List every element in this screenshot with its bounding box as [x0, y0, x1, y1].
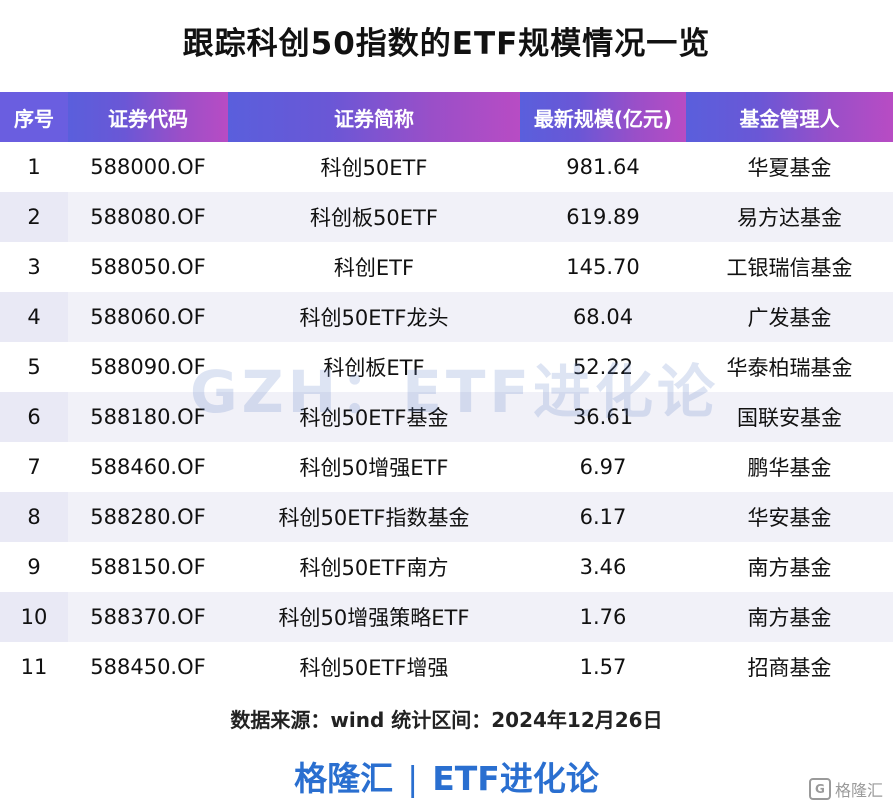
- cell-size: 1.57: [579, 655, 627, 679]
- table-row: 3 588050.OF 科创ETF 145.70 工银瑞信基金: [0, 242, 893, 292]
- cell-no: 7: [27, 455, 41, 479]
- cell-size: 68.04: [520, 292, 686, 342]
- cell-name: 科创50ETF龙头: [228, 292, 520, 342]
- gelonghui-logo-icon: G: [808, 778, 831, 800]
- cell-no: 9: [27, 555, 41, 579]
- cell-size: 52.22: [572, 355, 634, 379]
- corner-logo: G 格隆汇: [808, 777, 883, 801]
- cell-no: 5: [27, 355, 41, 379]
- cell-manager: 国联安基金: [686, 392, 893, 442]
- brand-account: ETF进化论: [432, 759, 599, 798]
- cell-manager: 南方基金: [747, 556, 832, 580]
- cell-no: 1: [27, 155, 41, 179]
- cell-name: 科创50ETF增强: [299, 656, 449, 680]
- corner-logo-text: 格隆汇: [834, 781, 883, 800]
- data-source-note: 数据来源：wind 统计区间：2024年12月26日: [230, 708, 663, 732]
- table-row: 1 588000.OF 科创50ETF 981.64 华夏基金: [0, 142, 893, 192]
- cell-manager: 华夏基金: [747, 156, 832, 180]
- cell-manager: 鹏华基金: [747, 456, 832, 480]
- cell-manager: 华安基金: [686, 492, 893, 542]
- cell-no: 2: [0, 192, 68, 242]
- cell-code: 588000.OF: [90, 155, 206, 179]
- table-row: 6 588180.OF 科创50ETF基金 36.61 国联安基金: [0, 392, 893, 442]
- table-row: 11 588450.OF 科创50ETF增强 1.57 招商基金: [0, 642, 893, 692]
- cell-manager: 工银瑞信基金: [726, 256, 853, 280]
- cell-name: 科创板50ETF: [228, 192, 520, 242]
- brand-name: 格隆汇: [294, 759, 394, 798]
- table-row: 5 588090.OF 科创板ETF 52.22 华泰柏瑞基金: [0, 342, 893, 392]
- cell-no: 8: [0, 492, 68, 542]
- cell-name: 科创50ETF指数基金: [228, 492, 520, 542]
- header-size: 最新规模(亿元): [520, 92, 686, 142]
- brand-separator: |: [407, 759, 419, 798]
- cell-size: 981.64: [566, 155, 640, 179]
- cell-no: 3: [27, 255, 41, 279]
- cell-no: 6: [0, 392, 68, 442]
- cell-size: 1.76: [520, 592, 686, 642]
- header-code: 证券代码: [68, 92, 228, 142]
- cell-name: 科创50ETF南方: [299, 556, 449, 580]
- table-header-row: 序号 证券代码 证券简称 最新规模(亿元) 基金管理人: [0, 92, 893, 142]
- cell-name: 科创50增强ETF: [299, 456, 449, 480]
- table-row: 2 588080.OF 科创板50ETF 619.89 易方达基金: [0, 192, 893, 242]
- cell-size: 3.46: [579, 555, 627, 579]
- cell-code: 588050.OF: [90, 255, 206, 279]
- cell-name: 科创50增强策略ETF: [228, 592, 520, 642]
- cell-code: 588080.OF: [68, 192, 228, 242]
- cell-code: 588090.OF: [90, 355, 206, 379]
- cell-size: 36.61: [520, 392, 686, 442]
- cell-code: 588460.OF: [90, 455, 206, 479]
- header-no: 序号: [0, 92, 68, 142]
- cell-code: 588150.OF: [90, 555, 206, 579]
- cell-manager: 华泰柏瑞基金: [726, 356, 853, 380]
- cell-no: 11: [20, 655, 48, 679]
- cell-manager: 招商基金: [747, 656, 832, 680]
- cell-name: 科创ETF: [333, 256, 415, 280]
- brand-footer: 格隆汇 | ETF进化论: [0, 752, 893, 800]
- cell-manager: 易方达基金: [686, 192, 893, 242]
- table-row: 8 588280.OF 科创50ETF指数基金 6.17 华安基金: [0, 492, 893, 542]
- cell-code: 588450.OF: [90, 655, 206, 679]
- table-row: 4 588060.OF 科创50ETF龙头 68.04 广发基金: [0, 292, 893, 342]
- cell-no: 10: [0, 592, 68, 642]
- page-title: 跟踪科创50指数的ETF规模情况一览: [182, 26, 711, 62]
- header-manager: 基金管理人: [686, 92, 893, 142]
- etf-size-table: 序号 证券代码 证券简称 最新规模(亿元) 基金管理人 1 588000.OF …: [0, 92, 893, 692]
- cell-no: 4: [0, 292, 68, 342]
- cell-name: 科创50ETF: [320, 156, 428, 180]
- cell-code: 588180.OF: [68, 392, 228, 442]
- table-row: 7 588460.OF 科创50增强ETF 6.97 鹏华基金: [0, 442, 893, 492]
- header-name: 证券简称: [228, 92, 520, 142]
- cell-code: 588370.OF: [68, 592, 228, 642]
- cell-name: 科创50ETF基金: [228, 392, 520, 442]
- table-row: 10 588370.OF 科创50增强策略ETF 1.76 南方基金: [0, 592, 893, 642]
- cell-name: 科创板ETF: [323, 356, 425, 380]
- cell-code: 588060.OF: [68, 292, 228, 342]
- cell-manager: 广发基金: [686, 292, 893, 342]
- cell-size: 145.70: [566, 255, 640, 279]
- cell-size: 6.97: [579, 455, 627, 479]
- table-row: 9 588150.OF 科创50ETF南方 3.46 南方基金: [0, 542, 893, 592]
- cell-size: 6.17: [520, 492, 686, 542]
- cell-code: 588280.OF: [68, 492, 228, 542]
- cell-size: 619.89: [520, 192, 686, 242]
- cell-manager: 南方基金: [686, 592, 893, 642]
